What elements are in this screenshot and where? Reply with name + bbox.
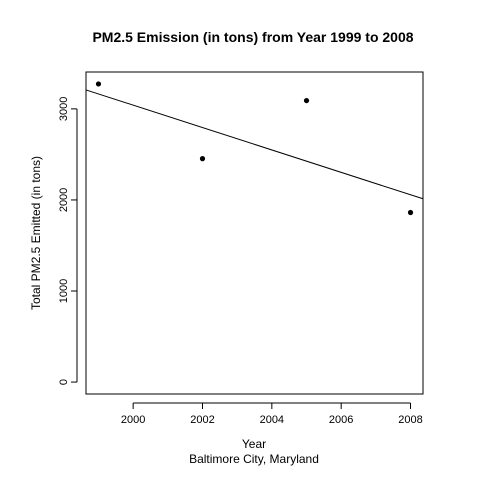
plot-frame <box>85 71 424 395</box>
x-axis: 2000 2002 2004 2006 2008 <box>121 402 423 426</box>
data-point <box>199 156 206 162</box>
x-tick-label: 2006 <box>329 414 353 426</box>
x-tick-label: 2008 <box>398 414 422 426</box>
data-point <box>95 81 102 87</box>
data-point <box>303 97 310 104</box>
x-tick-label: 2000 <box>121 414 145 426</box>
y-tick-label: 3000 <box>58 97 70 121</box>
y-axis: 0 1000 2000 3000 <box>58 97 78 385</box>
plot-area <box>85 81 424 216</box>
x-axis-label: Year <box>242 437 266 451</box>
data-point <box>407 209 414 216</box>
chart-title: PM2.5 Emission (in tons) from Year 1999 … <box>92 29 413 45</box>
y-axis-label: Total PM2.5 Emitted (in tons) <box>29 156 43 310</box>
x-axis-subtitle: Baltimore City, Maryland <box>189 452 319 466</box>
y-tick-label: 0 <box>58 379 70 385</box>
y-tick-label: 2000 <box>58 188 70 212</box>
x-tick-label: 2002 <box>190 414 214 426</box>
regression-line <box>85 89 424 200</box>
x-tick-label: 2004 <box>260 414 284 426</box>
y-tick-label: 1000 <box>58 279 70 303</box>
